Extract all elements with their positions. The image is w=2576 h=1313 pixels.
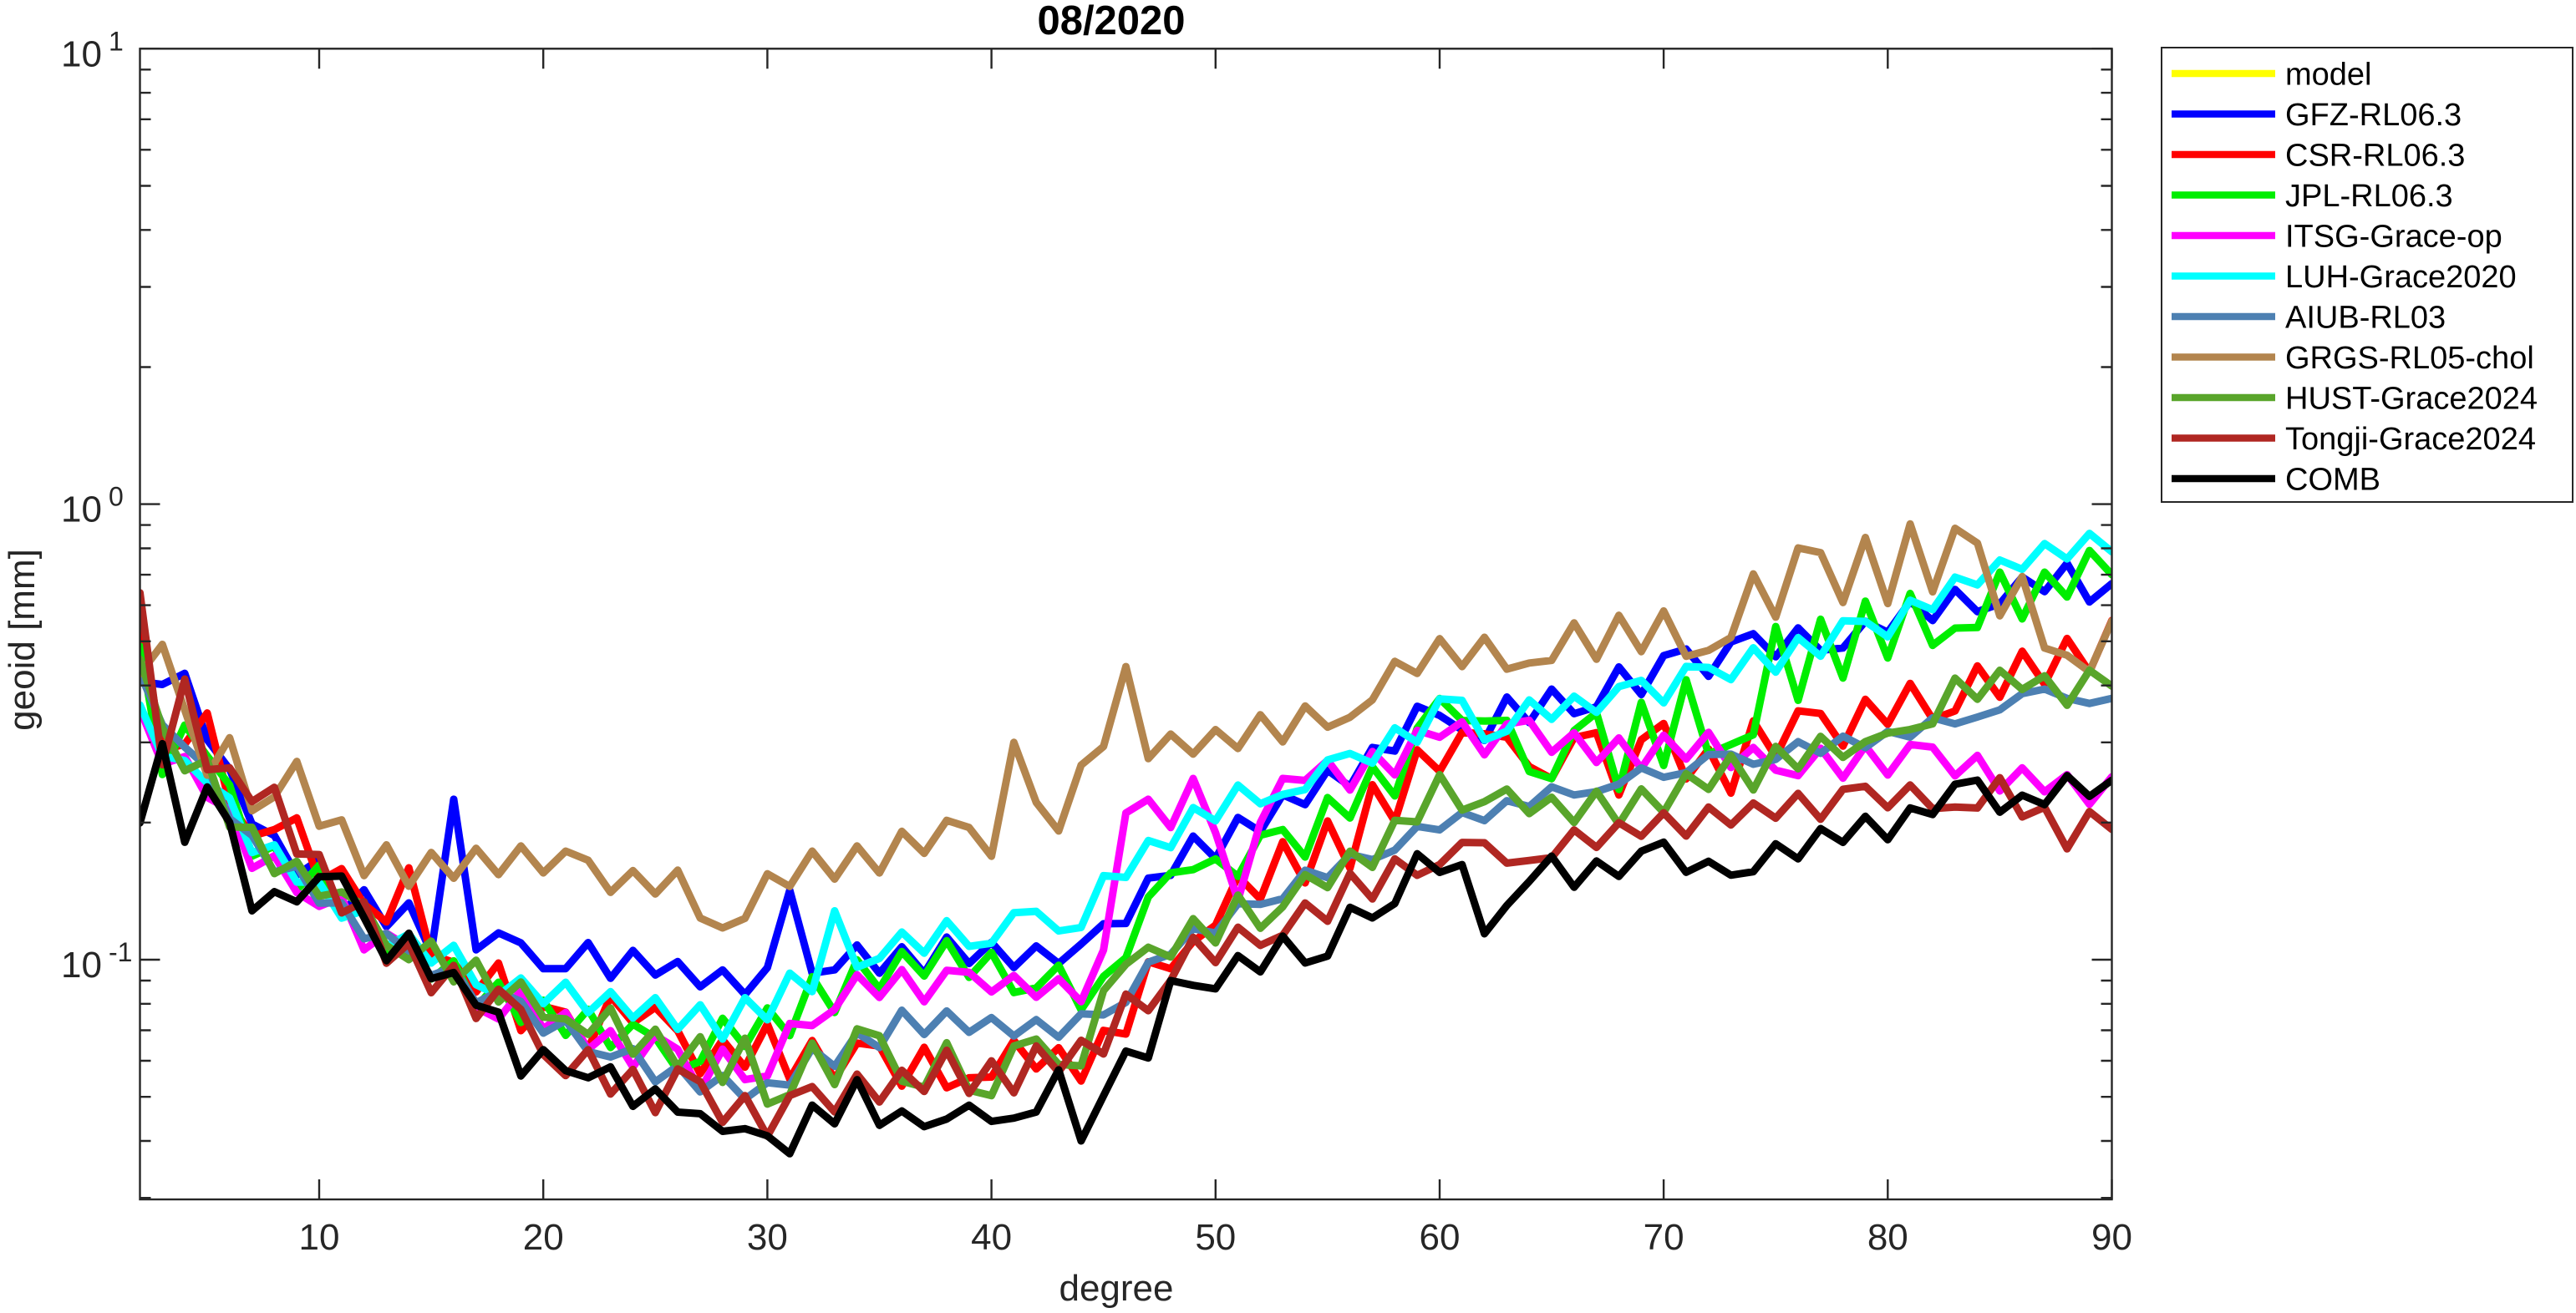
svg-text:GRGS-RL05-chol: GRGS-RL05-chol — [2285, 341, 2534, 376]
svg-text:40: 40 — [971, 1217, 1012, 1258]
svg-text:70: 70 — [1644, 1217, 1684, 1258]
svg-text:90: 90 — [2091, 1217, 2132, 1258]
svg-text:model: model — [2285, 58, 2372, 93]
svg-text:30: 30 — [747, 1217, 788, 1258]
svg-text:10: 10 — [61, 33, 102, 74]
svg-text:GFZ-RL06.3: GFZ-RL06.3 — [2285, 98, 2462, 133]
svg-text:80: 80 — [1867, 1217, 1908, 1258]
svg-text:10: 10 — [299, 1217, 340, 1258]
svg-text:degree: degree — [1059, 1268, 1173, 1309]
svg-text:CSR-RL06.3: CSR-RL06.3 — [2285, 139, 2465, 174]
svg-text:08/2020: 08/2020 — [1037, 0, 1185, 43]
svg-text:-1: -1 — [109, 937, 132, 967]
svg-text:10: 10 — [61, 489, 102, 530]
svg-text:50: 50 — [1195, 1217, 1236, 1258]
svg-text:LUH-Grace2020: LUH-Grace2020 — [2285, 260, 2517, 295]
svg-text:10: 10 — [61, 945, 102, 986]
svg-text:HUST-Grace2024: HUST-Grace2024 — [2285, 382, 2538, 417]
svg-text:Tongji-Grace2024: Tongji-Grace2024 — [2285, 422, 2536, 457]
svg-text:COMB: COMB — [2285, 463, 2380, 498]
svg-text:geoid [mm]: geoid [mm] — [2, 549, 43, 731]
svg-text:0: 0 — [109, 482, 124, 512]
svg-text:20: 20 — [523, 1217, 564, 1258]
svg-text:AIUB-RL03: AIUB-RL03 — [2285, 301, 2446, 336]
svg-text:60: 60 — [1420, 1217, 1461, 1258]
svg-text:1: 1 — [109, 26, 124, 56]
svg-text:JPL-RL06.3: JPL-RL06.3 — [2285, 179, 2453, 214]
svg-text:ITSG-Grace-op: ITSG-Grace-op — [2285, 220, 2502, 255]
